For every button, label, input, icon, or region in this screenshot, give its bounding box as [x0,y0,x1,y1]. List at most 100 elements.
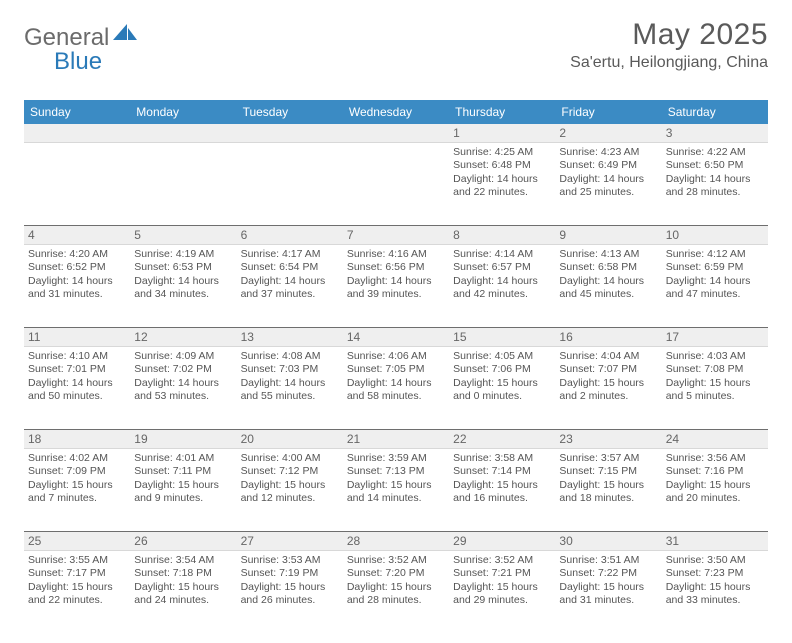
day-cell: Sunrise: 4:10 AMSunset: 7:01 PMDaylight:… [24,347,130,429]
logo-sail-icon [113,24,139,49]
day-cell: Sunrise: 3:58 AMSunset: 7:14 PMDaylight:… [449,449,555,531]
title-block: May 2025 Sa'ertu, Heilongjiang, China [570,18,768,72]
daylight-text: and 0 minutes. [453,390,551,403]
day-cell: Sunrise: 4:01 AMSunset: 7:11 PMDaylight:… [130,449,236,531]
day-number: 13 [237,328,343,346]
day-cell [343,143,449,225]
daylight-text: Daylight: 14 hours [241,377,339,390]
day-number: 7 [343,226,449,244]
day-cell: Sunrise: 3:52 AMSunset: 7:21 PMDaylight:… [449,551,555,633]
daylight-text: and 47 minutes. [666,288,764,301]
sunrise-text: Sunrise: 3:52 AM [347,554,445,567]
daynum-row: 11121314151617 [24,327,768,347]
day-number: 3 [662,124,768,142]
sunset-text: Sunset: 7:22 PM [559,567,657,580]
sunset-text: Sunset: 7:17 PM [28,567,126,580]
daynum-row: 18192021222324 [24,429,768,449]
daylight-text: Daylight: 15 hours [134,581,232,594]
sunset-text: Sunset: 6:54 PM [241,261,339,274]
sunrise-text: Sunrise: 3:59 AM [347,452,445,465]
daylight-text: and 39 minutes. [347,288,445,301]
sunset-text: Sunset: 7:03 PM [241,363,339,376]
sunset-text: Sunset: 7:05 PM [347,363,445,376]
day-cell [237,143,343,225]
week-row: Sunrise: 3:55 AMSunset: 7:17 PMDaylight:… [24,551,768,633]
daylight-text: Daylight: 15 hours [559,479,657,492]
sunset-text: Sunset: 7:12 PM [241,465,339,478]
daylight-text: Daylight: 15 hours [28,479,126,492]
daylight-text: and 34 minutes. [134,288,232,301]
day-cell: Sunrise: 4:08 AMSunset: 7:03 PMDaylight:… [237,347,343,429]
logo-text-blue: Blue [54,48,102,75]
daylight-text: and 16 minutes. [453,492,551,505]
day-number: 28 [343,532,449,550]
daylight-text: and 45 minutes. [559,288,657,301]
sunset-text: Sunset: 7:13 PM [347,465,445,478]
sunrise-text: Sunrise: 4:05 AM [453,350,551,363]
daylight-text: and 22 minutes. [453,186,551,199]
daylight-text: Daylight: 15 hours [347,581,445,594]
daynum-row: 123 [24,124,768,143]
weekday-header: Thursday [449,100,555,124]
day-cell: Sunrise: 3:50 AMSunset: 7:23 PMDaylight:… [662,551,768,633]
sunset-text: Sunset: 6:50 PM [666,159,764,172]
day-cell: Sunrise: 4:16 AMSunset: 6:56 PMDaylight:… [343,245,449,327]
sunset-text: Sunset: 7:06 PM [453,363,551,376]
daylight-text: and 20 minutes. [666,492,764,505]
sunrise-text: Sunrise: 4:12 AM [666,248,764,261]
sunrise-text: Sunrise: 4:02 AM [28,452,126,465]
sunrise-text: Sunrise: 4:23 AM [559,146,657,159]
sunrise-text: Sunrise: 4:13 AM [559,248,657,261]
day-cell: Sunrise: 3:59 AMSunset: 7:13 PMDaylight:… [343,449,449,531]
day-number: 17 [662,328,768,346]
daylight-text: Daylight: 15 hours [453,479,551,492]
day-number: 14 [343,328,449,346]
daylight-text: and 42 minutes. [453,288,551,301]
day-cell: Sunrise: 3:52 AMSunset: 7:20 PMDaylight:… [343,551,449,633]
week-row: Sunrise: 4:25 AMSunset: 6:48 PMDaylight:… [24,143,768,225]
sunset-text: Sunset: 6:52 PM [28,261,126,274]
month-title: May 2025 [570,18,768,52]
day-number [24,124,130,142]
day-number: 4 [24,226,130,244]
day-cell: Sunrise: 3:53 AMSunset: 7:19 PMDaylight:… [237,551,343,633]
day-cell [130,143,236,225]
sunrise-text: Sunrise: 3:54 AM [134,554,232,567]
day-number: 8 [449,226,555,244]
sunset-text: Sunset: 7:20 PM [347,567,445,580]
weekday-header: Friday [555,100,661,124]
sunset-text: Sunset: 7:01 PM [28,363,126,376]
sunset-text: Sunset: 7:08 PM [666,363,764,376]
daylight-text: and 22 minutes. [28,594,126,607]
daylight-text: Daylight: 14 hours [453,275,551,288]
sunset-text: Sunset: 6:59 PM [666,261,764,274]
daylight-text: Daylight: 14 hours [347,275,445,288]
day-number: 23 [555,430,661,448]
day-cell: Sunrise: 3:55 AMSunset: 7:17 PMDaylight:… [24,551,130,633]
sunset-text: Sunset: 7:15 PM [559,465,657,478]
sunset-text: Sunset: 7:02 PM [134,363,232,376]
calendar-page: General May 2025 Sa'ertu, Heilongjiang, … [0,0,792,643]
daylight-text: Daylight: 14 hours [559,173,657,186]
day-cell: Sunrise: 4:04 AMSunset: 7:07 PMDaylight:… [555,347,661,429]
daylight-text: Daylight: 14 hours [347,377,445,390]
sunrise-text: Sunrise: 4:16 AM [347,248,445,261]
sunset-text: Sunset: 6:56 PM [347,261,445,274]
daynum-row: 25262728293031 [24,531,768,551]
day-cell: Sunrise: 4:19 AMSunset: 6:53 PMDaylight:… [130,245,236,327]
daylight-text: and 18 minutes. [559,492,657,505]
sunrise-text: Sunrise: 4:25 AM [453,146,551,159]
day-cell: Sunrise: 4:25 AMSunset: 6:48 PMDaylight:… [449,143,555,225]
sunrise-text: Sunrise: 4:06 AM [347,350,445,363]
sunrise-text: Sunrise: 3:57 AM [559,452,657,465]
day-number: 10 [662,226,768,244]
day-cell: Sunrise: 3:56 AMSunset: 7:16 PMDaylight:… [662,449,768,531]
daylight-text: and 58 minutes. [347,390,445,403]
day-number: 24 [662,430,768,448]
day-cell: Sunrise: 4:17 AMSunset: 6:54 PMDaylight:… [237,245,343,327]
daylight-text: and 12 minutes. [241,492,339,505]
day-cell: Sunrise: 4:03 AMSunset: 7:08 PMDaylight:… [662,347,768,429]
day-cell: Sunrise: 3:54 AMSunset: 7:18 PMDaylight:… [130,551,236,633]
daylight-text: and 31 minutes. [28,288,126,301]
day-number: 16 [555,328,661,346]
